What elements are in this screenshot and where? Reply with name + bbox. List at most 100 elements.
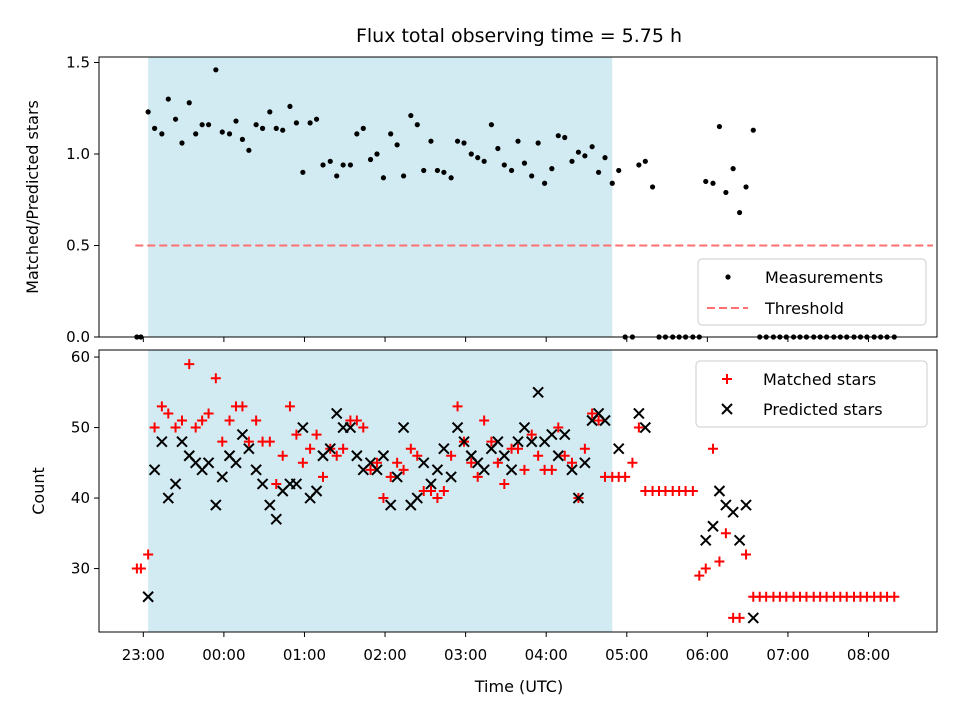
matched-star-point bbox=[452, 401, 463, 412]
matched-star-point bbox=[149, 422, 160, 433]
measurement-point bbox=[193, 131, 199, 137]
measurement-point bbox=[380, 175, 387, 181]
measurement-point bbox=[602, 155, 608, 161]
matched-star-point bbox=[707, 443, 718, 454]
top-y-tick-label: 1.5 bbox=[66, 53, 90, 71]
matched-star-point bbox=[197, 415, 208, 426]
x-tick-label: 03:00 bbox=[444, 646, 487, 664]
predicted-star-point bbox=[579, 457, 591, 469]
predicted-star-point bbox=[478, 464, 490, 476]
matched-star-point bbox=[714, 556, 725, 567]
predicted-star-point bbox=[713, 485, 726, 497]
matched-star-point bbox=[438, 486, 449, 496]
matched-star-point bbox=[297, 457, 308, 468]
predicted-star-point bbox=[613, 442, 625, 455]
measurement-point bbox=[300, 169, 306, 175]
measurement-point bbox=[205, 122, 212, 128]
matched-star-point bbox=[176, 415, 187, 426]
matched-star-point bbox=[351, 415, 362, 426]
matched-star-point bbox=[398, 464, 409, 475]
measurement-point bbox=[448, 175, 454, 181]
measurement-point bbox=[213, 67, 219, 73]
matched-star-point bbox=[224, 415, 235, 426]
predicted-star-point bbox=[518, 421, 531, 434]
bottom-y-axis-label: Count bbox=[29, 467, 48, 515]
predicted-star-point bbox=[162, 492, 175, 504]
predicted-star-point bbox=[310, 485, 323, 497]
predicted-star-point bbox=[566, 464, 578, 476]
measurement-point bbox=[159, 131, 165, 137]
x-tick-label: 02:00 bbox=[363, 646, 406, 664]
bottom-y-tick-label: 40 bbox=[71, 489, 90, 507]
matched-star-point bbox=[365, 464, 376, 475]
predicted-star-point bbox=[512, 435, 524, 448]
predicted-star-point bbox=[176, 435, 188, 448]
measurement-point bbox=[259, 125, 266, 131]
predicted-star-point bbox=[230, 457, 242, 469]
measurement-point bbox=[408, 112, 414, 119]
predicted-star-point bbox=[290, 478, 303, 490]
measurement-point bbox=[367, 156, 374, 163]
measurement-point bbox=[535, 140, 541, 146]
matched-star-point bbox=[203, 408, 214, 419]
bottom-shaded-span bbox=[148, 350, 613, 632]
measurement-point bbox=[233, 118, 239, 124]
predicted-star-point bbox=[546, 428, 558, 441]
predicted-star-point bbox=[740, 499, 752, 511]
measurement-point bbox=[595, 169, 602, 175]
top-legend: Measurements Threshold bbox=[697, 258, 927, 326]
measurement-point bbox=[179, 140, 185, 146]
matched-star-point bbox=[694, 570, 705, 581]
matched-star-point bbox=[264, 436, 275, 447]
matched-star-point bbox=[720, 528, 731, 539]
predicted-star-point bbox=[169, 478, 182, 490]
measurement-point bbox=[703, 178, 709, 185]
matched-star-point bbox=[627, 457, 638, 468]
measurement-point bbox=[360, 125, 366, 131]
measurement-point bbox=[495, 145, 501, 152]
top-shaded-span bbox=[148, 57, 613, 337]
predicted-star-point bbox=[397, 421, 410, 434]
measurement-point bbox=[199, 122, 205, 128]
matched-star-point bbox=[734, 612, 745, 623]
predicted-star-point bbox=[330, 407, 343, 420]
matched-star-point bbox=[559, 450, 570, 461]
measurement-point bbox=[549, 166, 555, 172]
x-tick-label: 07:00 bbox=[766, 646, 809, 664]
matched-star-point bbox=[358, 422, 369, 433]
matched-star-point bbox=[700, 563, 711, 574]
measurement-point bbox=[334, 173, 340, 179]
measurement-point bbox=[388, 131, 394, 137]
predicted-star-point bbox=[297, 421, 309, 434]
x-tick-label: 23:00 bbox=[122, 646, 165, 664]
matched-star-point bbox=[633, 422, 644, 433]
bottom-panel: 30 40 50 60 23:00 00:00 01:00 02:00 03:00 04:00 0… bbox=[29, 348, 938, 696]
bottom-legend-box bbox=[695, 360, 928, 428]
legend-threshold-label: Threshold bbox=[764, 299, 844, 318]
bottom-y-tick-label: 60 bbox=[71, 348, 90, 366]
matched-star-point bbox=[251, 415, 262, 426]
top-y-axis-label: Matched/Predicted stars bbox=[23, 100, 42, 294]
measurement-point bbox=[226, 131, 233, 137]
matched-star-point bbox=[318, 471, 329, 482]
measurement-point bbox=[649, 184, 656, 190]
predicted-star-point bbox=[256, 478, 269, 490]
predicted-star-point bbox=[156, 435, 168, 448]
matched-star-point bbox=[284, 401, 295, 412]
measurement-point bbox=[151, 125, 158, 131]
measurement-point bbox=[165, 96, 171, 102]
matched-star-point bbox=[378, 493, 389, 504]
matched-star-point bbox=[425, 486, 436, 496]
measurement-point bbox=[239, 136, 246, 142]
predicted-star-point bbox=[525, 435, 538, 448]
bottom-plot-frame bbox=[98, 349, 938, 633]
matched-star-point bbox=[519, 464, 530, 475]
measurement-point bbox=[541, 180, 548, 186]
legend-matched-marker bbox=[722, 374, 732, 384]
predicted-star-point bbox=[700, 534, 712, 547]
chart-title: Flux total observing time = 5.75 h bbox=[356, 25, 682, 47]
measurement-point bbox=[716, 123, 723, 130]
matched-star-point bbox=[620, 471, 631, 482]
measurement-point bbox=[273, 125, 279, 131]
predicted-star-point bbox=[505, 464, 518, 476]
